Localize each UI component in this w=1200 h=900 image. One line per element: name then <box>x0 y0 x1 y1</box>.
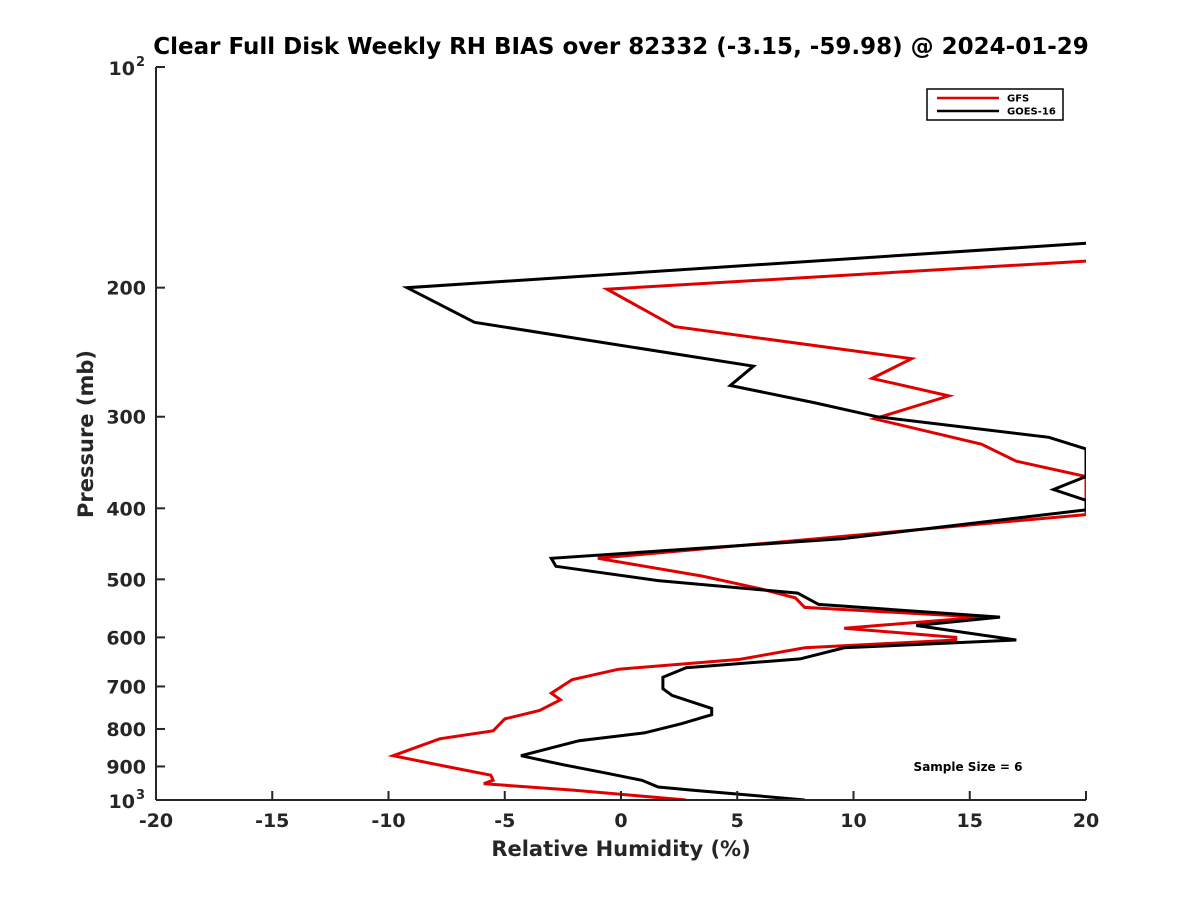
plot-area <box>156 67 1086 800</box>
legend: GFS GOES-16 <box>926 88 1064 121</box>
y-tick-label: 600 <box>106 627 146 649</box>
y-tick-label: 700 <box>106 676 146 698</box>
x-tick-label: 0 <box>614 810 627 832</box>
sample-size-annotation: Sample Size = 6 <box>914 760 1023 774</box>
x-tick-label: -15 <box>255 810 289 832</box>
y-tick-label-top: 10 <box>109 58 135 80</box>
y-axis-label: Pressure (mb) <box>74 350 98 518</box>
y-tick-label: 400 <box>106 498 146 520</box>
x-tick-label: 20 <box>1073 810 1099 832</box>
series-line-goes-16 <box>401 241 1086 800</box>
x-tick-label: -20 <box>139 810 173 832</box>
x-tick-label: 5 <box>731 810 744 832</box>
series-line-gfs <box>387 259 1086 800</box>
y-tick-label: 500 <box>106 569 146 591</box>
ticks-layer: -20 -15 -10 -5 0 5 10 15 20 200 300 400 500 600 700 800… <box>106 55 1099 832</box>
x-tick-label: 10 <box>840 810 866 832</box>
chart-title: Clear Full Disk Weekly RH BIAS over 8233… <box>153 34 1089 60</box>
y-tick-label: 200 <box>106 278 146 300</box>
y-tick-label: 800 <box>106 719 146 741</box>
series-layer <box>387 241 1086 800</box>
legend-box <box>926 88 1064 121</box>
y-tick-label-bottom-exponent: 3 <box>136 788 145 803</box>
legend-label-gfs: GFS <box>1007 94 1029 105</box>
x-tick-label: -5 <box>494 810 515 832</box>
y-tick-label-top-exponent: 2 <box>136 55 145 70</box>
y-tick-label: 300 <box>106 407 146 429</box>
legend-label-goes-16: GOES-16 <box>1007 107 1056 118</box>
x-axis-label: Relative Humidity (%) <box>491 837 750 861</box>
x-tick-label: 15 <box>957 810 983 832</box>
y-tick-label-bottom: 10 <box>109 791 135 813</box>
y-tick-label: 900 <box>106 756 146 778</box>
x-tick-label: -10 <box>371 810 405 832</box>
